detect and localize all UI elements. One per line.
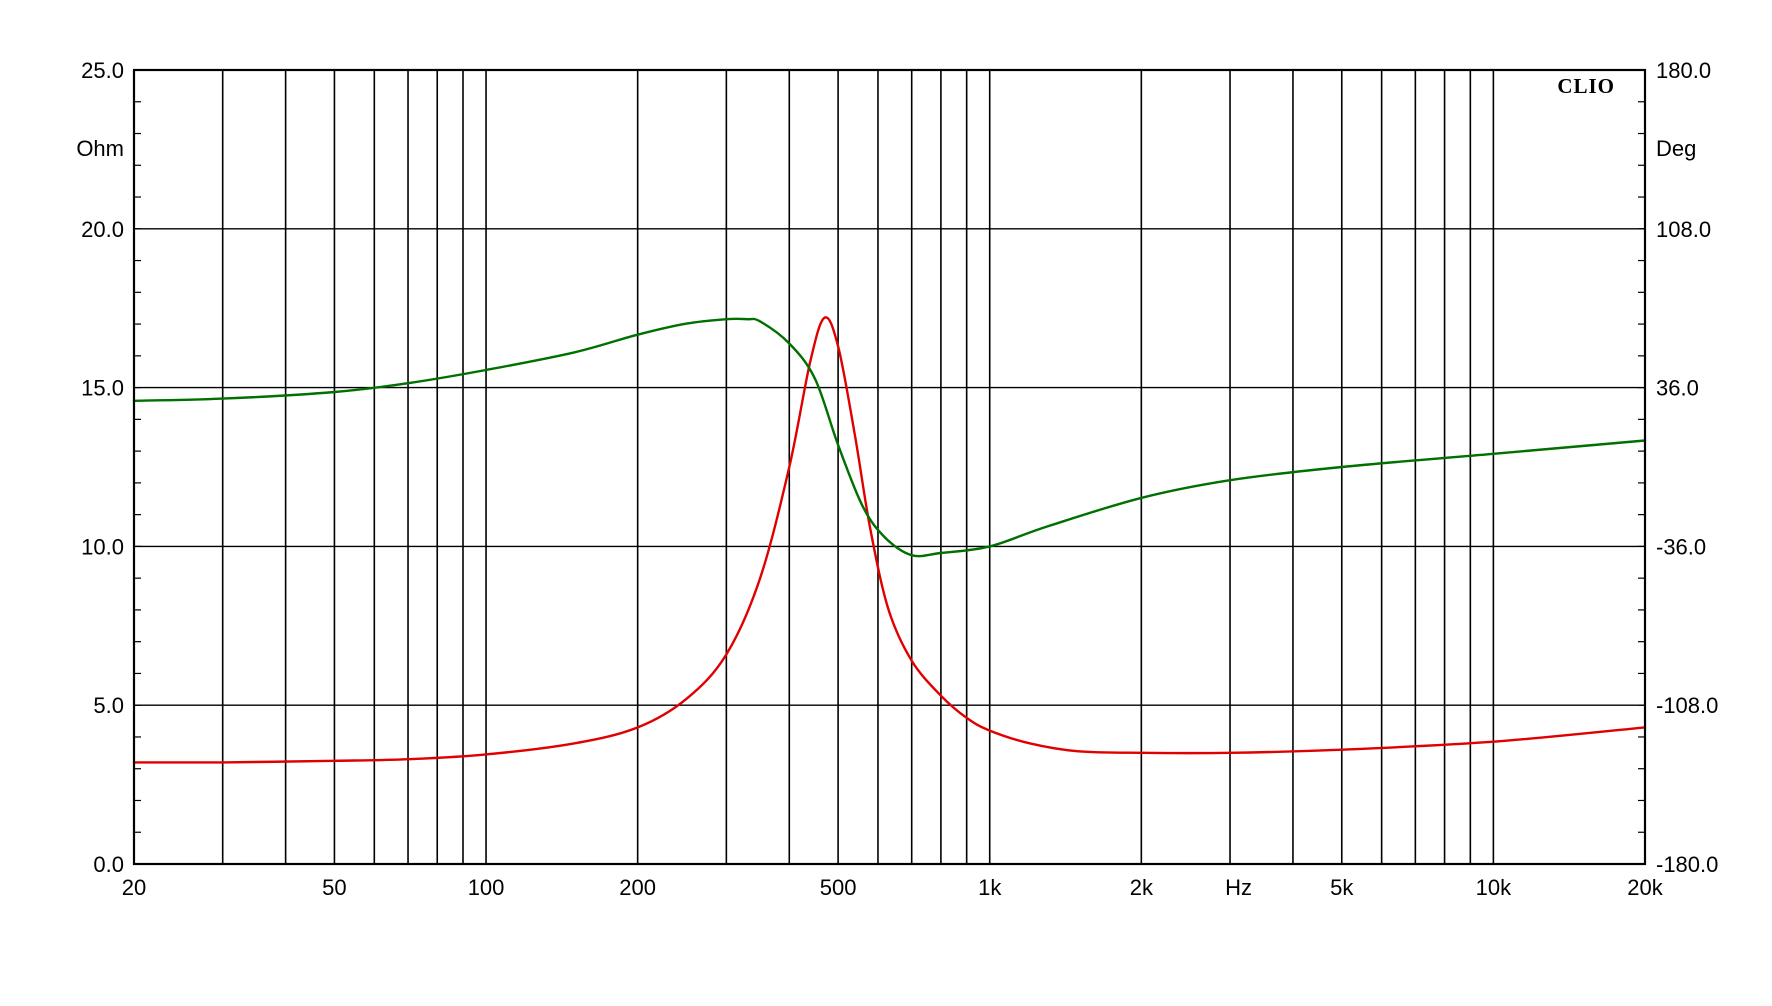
left-tick-label: 25.0 [81,58,124,83]
left-axis-unit-label: Ohm [76,136,124,161]
left-tick-label: 0.0 [93,852,124,877]
series-lines [132,316,1647,764]
right-tick-label: 36.0 [1656,376,1699,401]
x-tick-label: 10k [1476,875,1512,900]
plot-border [132,68,1647,866]
right-tick-label: 180.0 [1656,58,1711,83]
right-tick-label: -108.0 [1656,693,1718,718]
x-tick-label: 1k [978,875,1002,900]
x-tick-label: 20k [1627,875,1663,900]
x-axis-unit-label: Hz [1225,875,1252,900]
plot-frame [132,68,1647,866]
x-tick-label: 500 [820,875,857,900]
x-tick-label: 5k [1330,875,1354,900]
left-tick-label: 15.0 [81,376,124,401]
x-tick-label: 200 [619,875,656,900]
right-tick-label: 108.0 [1656,217,1711,242]
x-tick-label: 2k [1130,875,1154,900]
x-tick-label: 100 [468,875,505,900]
left-tick-label: 5.0 [93,693,124,718]
phase-series-line [132,317,1647,558]
x-tick-label: 20 [122,875,146,900]
x-tick-label: 50 [322,875,346,900]
right-tick-label: -36.0 [1656,534,1706,559]
left-tick-label: 20.0 [81,217,124,242]
impedance-series-line [132,316,1647,764]
right-axis-unit-label: Deg [1656,136,1696,161]
right-tick-label: -180.0 [1656,852,1718,877]
left-tick-label: 10.0 [81,534,124,559]
grid-lines [134,70,1645,864]
axis-labels: 20 50 100 200 500 1k 2k 5k 10k 20k 0.0 5.0 10.0 15.0 2… [81,58,1718,900]
brand-label: CLIO [1557,74,1615,98]
